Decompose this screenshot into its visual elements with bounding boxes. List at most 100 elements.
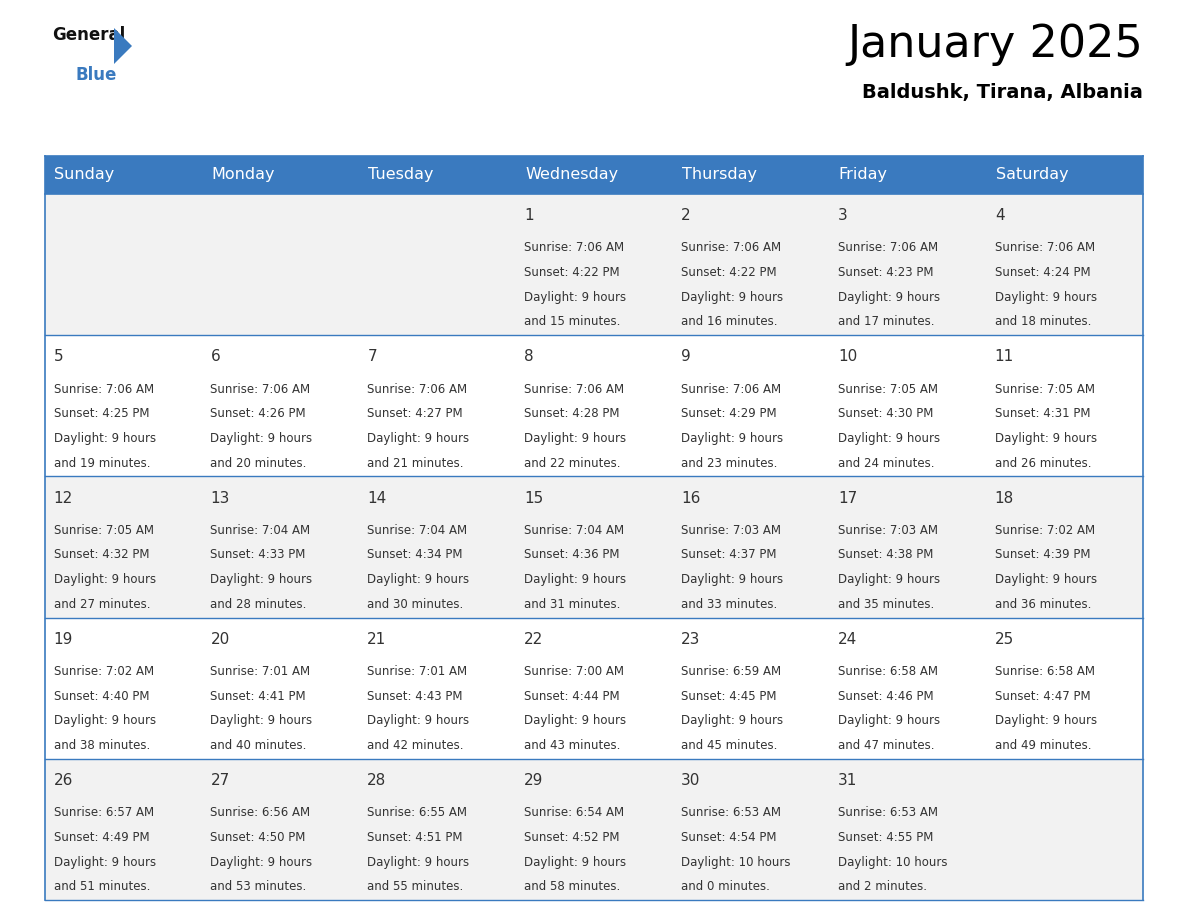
Text: Daylight: 9 hours: Daylight: 9 hours	[367, 432, 469, 445]
Text: 17: 17	[838, 490, 858, 506]
Text: Sunrise: 7:00 AM: Sunrise: 7:00 AM	[524, 665, 624, 677]
Text: and 42 minutes.: and 42 minutes.	[367, 739, 463, 752]
Text: Sunset: 4:50 PM: Sunset: 4:50 PM	[210, 831, 305, 844]
Text: 10: 10	[838, 350, 858, 364]
Text: Daylight: 9 hours: Daylight: 9 hours	[838, 573, 940, 586]
Text: Sunrise: 7:06 AM: Sunrise: 7:06 AM	[838, 241, 939, 254]
Text: Thursday: Thursday	[682, 167, 757, 183]
Text: 7: 7	[367, 350, 377, 364]
Text: and 21 minutes.: and 21 minutes.	[367, 456, 463, 470]
Text: Sunset: 4:44 PM: Sunset: 4:44 PM	[524, 689, 620, 702]
Text: Daylight: 9 hours: Daylight: 9 hours	[524, 291, 626, 304]
Text: and 45 minutes.: and 45 minutes.	[681, 739, 777, 752]
Text: 2: 2	[681, 208, 690, 223]
Text: Blue: Blue	[76, 66, 118, 84]
Text: and 24 minutes.: and 24 minutes.	[838, 456, 935, 470]
Bar	[45, 759, 1143, 900]
Text: Daylight: 9 hours: Daylight: 9 hours	[838, 714, 940, 727]
Text: Sunset: 4:46 PM: Sunset: 4:46 PM	[838, 689, 934, 702]
Text: and 40 minutes.: and 40 minutes.	[210, 739, 307, 752]
Text: Sunrise: 7:06 AM: Sunrise: 7:06 AM	[210, 383, 310, 396]
Text: 11: 11	[994, 350, 1015, 364]
Text: Sunset: 4:36 PM: Sunset: 4:36 PM	[524, 548, 620, 562]
Text: and 28 minutes.: and 28 minutes.	[210, 598, 307, 610]
Text: and 33 minutes.: and 33 minutes.	[681, 598, 777, 610]
Text: 12: 12	[53, 490, 72, 506]
Bar	[45, 156, 1143, 194]
Text: Sunset: 4:32 PM: Sunset: 4:32 PM	[53, 548, 150, 562]
Text: Sunset: 4:40 PM: Sunset: 4:40 PM	[53, 689, 150, 702]
Text: Daylight: 9 hours: Daylight: 9 hours	[210, 714, 312, 727]
Text: Sunset: 4:30 PM: Sunset: 4:30 PM	[838, 408, 934, 420]
Text: Sunrise: 6:54 AM: Sunrise: 6:54 AM	[524, 806, 625, 819]
Text: Sunset: 4:41 PM: Sunset: 4:41 PM	[210, 689, 307, 702]
Text: Tuesday: Tuesday	[368, 167, 434, 183]
Text: Friday: Friday	[839, 167, 887, 183]
Text: 1: 1	[524, 208, 533, 223]
Text: 28: 28	[367, 773, 386, 788]
Text: Sunset: 4:37 PM: Sunset: 4:37 PM	[681, 548, 777, 562]
Text: Daylight: 9 hours: Daylight: 9 hours	[524, 432, 626, 445]
Text: Sunrise: 6:53 AM: Sunrise: 6:53 AM	[838, 806, 937, 819]
Text: Daylight: 9 hours: Daylight: 9 hours	[681, 291, 783, 304]
Text: Daylight: 9 hours: Daylight: 9 hours	[53, 856, 156, 868]
Text: Sunset: 4:23 PM: Sunset: 4:23 PM	[838, 266, 934, 279]
Text: Daylight: 9 hours: Daylight: 9 hours	[53, 714, 156, 727]
Text: 3: 3	[838, 208, 848, 223]
Text: 14: 14	[367, 490, 386, 506]
Text: and 35 minutes.: and 35 minutes.	[838, 598, 934, 610]
Text: Sunset: 4:28 PM: Sunset: 4:28 PM	[524, 408, 620, 420]
Text: Daylight: 9 hours: Daylight: 9 hours	[994, 573, 1097, 586]
Text: Sunrise: 6:56 AM: Sunrise: 6:56 AM	[210, 806, 310, 819]
Text: 13: 13	[210, 490, 229, 506]
Text: and 51 minutes.: and 51 minutes.	[53, 880, 150, 893]
Text: Baldushk, Tirana, Albania: Baldushk, Tirana, Albania	[862, 83, 1143, 102]
Text: 25: 25	[994, 632, 1015, 646]
Text: and 20 minutes.: and 20 minutes.	[210, 456, 307, 470]
Text: and 19 minutes.: and 19 minutes.	[53, 456, 150, 470]
Text: Sunrise: 6:53 AM: Sunrise: 6:53 AM	[681, 806, 781, 819]
Text: 31: 31	[838, 773, 858, 788]
Text: 26: 26	[53, 773, 72, 788]
Text: 22: 22	[524, 632, 543, 646]
Text: Daylight: 9 hours: Daylight: 9 hours	[210, 573, 312, 586]
Text: 24: 24	[838, 632, 858, 646]
Text: General: General	[52, 26, 125, 44]
Text: Sunset: 4:27 PM: Sunset: 4:27 PM	[367, 408, 463, 420]
Text: Daylight: 9 hours: Daylight: 9 hours	[210, 856, 312, 868]
Text: and 58 minutes.: and 58 minutes.	[524, 880, 620, 893]
Text: Sunrise: 7:05 AM: Sunrise: 7:05 AM	[53, 523, 153, 537]
Text: Sunset: 4:26 PM: Sunset: 4:26 PM	[210, 408, 307, 420]
Text: 5: 5	[53, 350, 63, 364]
Text: Sunrise: 7:06 AM: Sunrise: 7:06 AM	[681, 383, 782, 396]
Text: Daylight: 9 hours: Daylight: 9 hours	[524, 856, 626, 868]
Text: Daylight: 9 hours: Daylight: 9 hours	[367, 856, 469, 868]
Text: 8: 8	[524, 350, 533, 364]
Text: Sunrise: 7:05 AM: Sunrise: 7:05 AM	[994, 383, 1095, 396]
Bar	[45, 476, 1143, 618]
Text: Sunset: 4:55 PM: Sunset: 4:55 PM	[838, 831, 934, 844]
Text: 27: 27	[210, 773, 229, 788]
Text: Sunrise: 7:02 AM: Sunrise: 7:02 AM	[994, 523, 1095, 537]
Text: Daylight: 9 hours: Daylight: 9 hours	[994, 714, 1097, 727]
Text: Sunset: 4:47 PM: Sunset: 4:47 PM	[994, 689, 1091, 702]
Text: and 47 minutes.: and 47 minutes.	[838, 739, 935, 752]
Text: Sunrise: 6:57 AM: Sunrise: 6:57 AM	[53, 806, 153, 819]
Text: Sunset: 4:31 PM: Sunset: 4:31 PM	[994, 408, 1091, 420]
Text: Daylight: 10 hours: Daylight: 10 hours	[681, 856, 790, 868]
Text: Saturday: Saturday	[996, 167, 1068, 183]
Text: Sunrise: 7:02 AM: Sunrise: 7:02 AM	[53, 665, 153, 677]
Text: 20: 20	[210, 632, 229, 646]
Bar	[45, 335, 1143, 476]
Text: Sunset: 4:22 PM: Sunset: 4:22 PM	[681, 266, 777, 279]
Text: Daylight: 10 hours: Daylight: 10 hours	[838, 856, 947, 868]
Text: Sunset: 4:38 PM: Sunset: 4:38 PM	[838, 548, 934, 562]
Text: Sunrise: 7:04 AM: Sunrise: 7:04 AM	[367, 523, 467, 537]
Text: and 43 minutes.: and 43 minutes.	[524, 739, 620, 752]
Text: Sunrise: 7:01 AM: Sunrise: 7:01 AM	[367, 665, 467, 677]
Text: and 27 minutes.: and 27 minutes.	[53, 598, 150, 610]
Text: 6: 6	[210, 350, 220, 364]
Text: Sunset: 4:52 PM: Sunset: 4:52 PM	[524, 831, 620, 844]
Text: Sunset: 4:22 PM: Sunset: 4:22 PM	[524, 266, 620, 279]
Text: January 2025: January 2025	[847, 23, 1143, 66]
